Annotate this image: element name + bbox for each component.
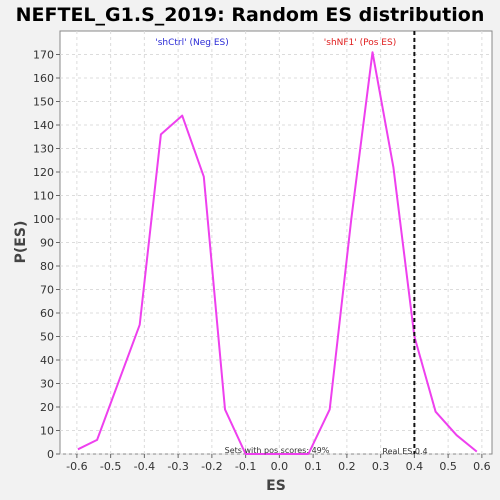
y-tick-label: 150 xyxy=(33,96,54,109)
x-tick-label: 0.0 xyxy=(271,460,289,473)
y-tick-label: 70 xyxy=(40,284,54,297)
y-tick-label: 10 xyxy=(40,425,54,438)
y-axis-label: P(ES) xyxy=(13,221,29,264)
y-tick-label: 20 xyxy=(40,401,54,414)
x-tick-label: 0.3 xyxy=(372,460,390,473)
y-tick-label: 170 xyxy=(33,49,54,62)
y-tick-label: 50 xyxy=(40,331,54,344)
x-tick-label: -0.1 xyxy=(235,460,256,473)
x-tick-label: -0.5 xyxy=(100,460,121,473)
y-tick-label: 0 xyxy=(47,448,54,461)
x-tick-label: 0.5 xyxy=(439,460,457,473)
y-tick-label: 80 xyxy=(40,260,54,273)
x-tick-label: -0.2 xyxy=(201,460,222,473)
x-tick-label: -0.6 xyxy=(66,460,87,473)
y-tick-label: 110 xyxy=(33,190,54,203)
pos-es-label: 'shNF1' (Pos ES) xyxy=(324,38,396,48)
y-tick-label: 60 xyxy=(40,307,54,320)
sets-pos-scores-label: Sets with pos scores: 49% xyxy=(225,446,330,455)
x-tick-label: 0.2 xyxy=(338,460,356,473)
y-tick-label: 100 xyxy=(33,213,54,226)
chart-title: NEFTEL_G1.S_2019: Random ES distribution xyxy=(16,4,485,26)
y-tick-label: 160 xyxy=(33,72,54,85)
neg-es-label: 'shCtrl' (Neg ES) xyxy=(155,38,228,48)
x-tick-label: -0.3 xyxy=(167,460,188,473)
axes: -0.6 -0.5 -0.4 -0.3 -0.2 -0.1 0.0 0.1 0.2 0.3 0.4 0… xyxy=(33,49,491,474)
x-tick-label: 0.6 xyxy=(473,460,491,473)
x-axis-label: ES xyxy=(266,478,286,494)
x-tick-label: 0.1 xyxy=(304,460,322,473)
y-tick-label: 40 xyxy=(40,354,54,367)
y-tick-label: 30 xyxy=(40,378,54,391)
y-tick-label: 130 xyxy=(33,143,54,156)
real-es-label: Real ES 0.4 xyxy=(382,447,427,456)
series-layer xyxy=(77,51,478,455)
y-tick-label: 120 xyxy=(33,166,54,179)
y-tick-label: 90 xyxy=(40,237,54,250)
es-series-line xyxy=(77,51,478,455)
y-tick-label: 140 xyxy=(33,119,54,132)
x-tick-label: -0.4 xyxy=(134,460,155,473)
x-tick-label: 0.4 xyxy=(406,460,424,473)
